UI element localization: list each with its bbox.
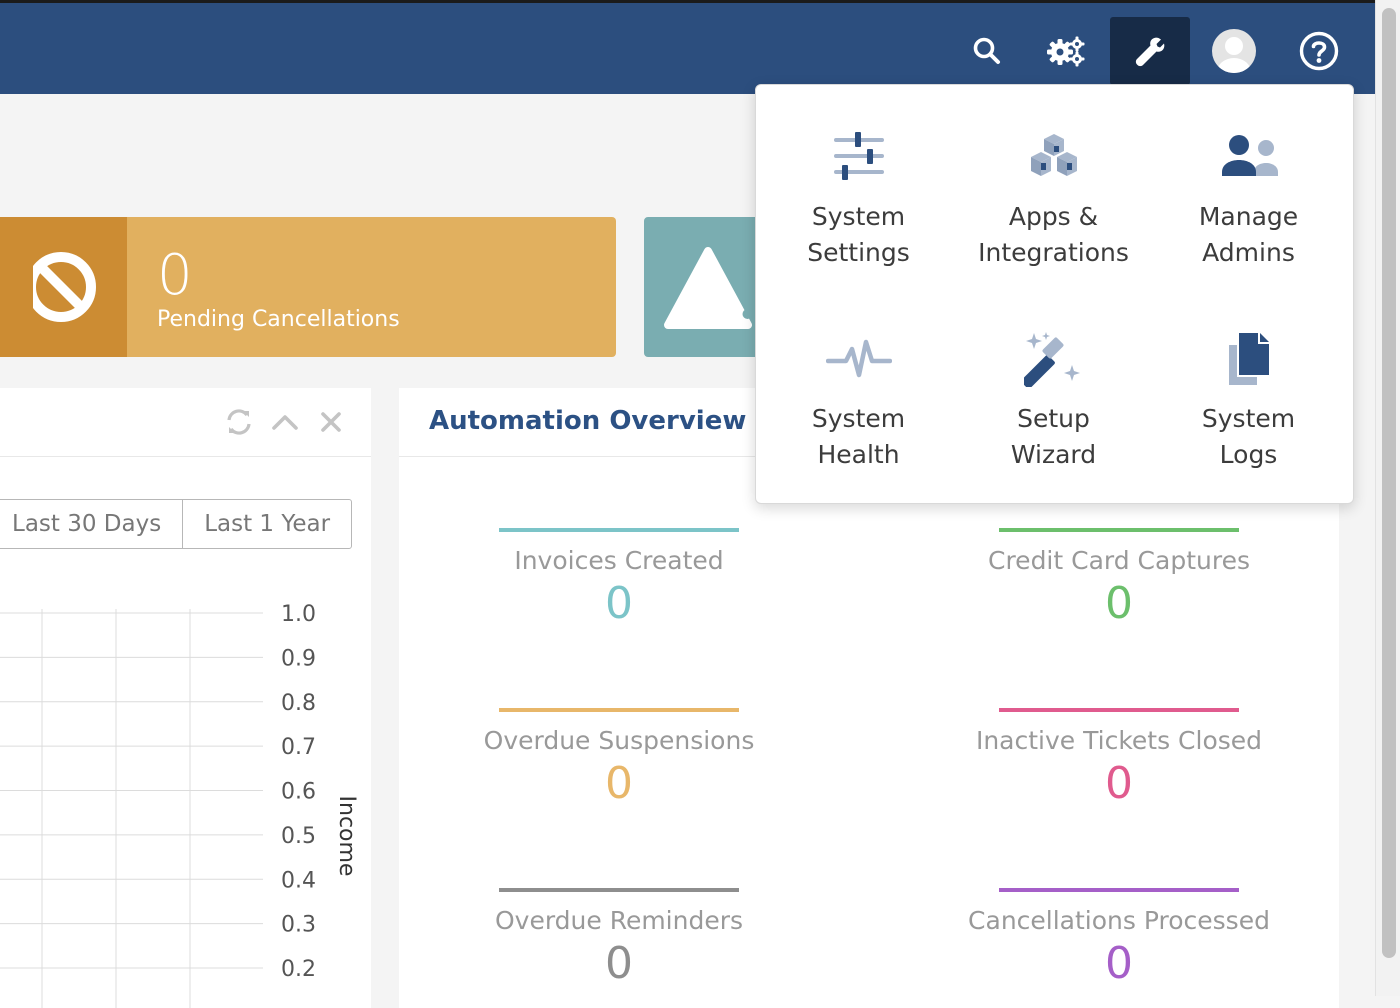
chart-y-tick-label: 0.7 bbox=[281, 735, 316, 760]
utilities-button[interactable] bbox=[1110, 17, 1190, 85]
magic-wand-icon bbox=[1023, 332, 1080, 387]
window-top-edge bbox=[0, 0, 1400, 3]
metric-label: Overdue Reminders bbox=[494, 906, 744, 935]
metric-color-bar bbox=[999, 708, 1239, 712]
collapse-icon bbox=[272, 415, 298, 430]
pending-cancellations-card[interactable]: 0 Pending Cancellations bbox=[0, 217, 616, 357]
settings-button[interactable] bbox=[1035, 17, 1097, 85]
metric-label: Inactive Tickets Closed bbox=[975, 726, 1263, 755]
system-settings-item[interactable]: System Settings bbox=[761, 85, 956, 275]
user-avatar-button[interactable] bbox=[1203, 17, 1265, 85]
page-scrollbar[interactable] bbox=[1375, 0, 1400, 996]
configuration-dropdown: System Settings Apps & Integrations bbox=[755, 84, 1354, 504]
chart-y-tick-label: 0.3 bbox=[281, 913, 316, 938]
chart-y-tick-label: 0.4 bbox=[281, 868, 316, 893]
pending-cancellations-count: 0 bbox=[157, 243, 193, 308]
metric-color-bar bbox=[999, 528, 1239, 532]
metric-value: 0 bbox=[605, 578, 633, 629]
automation-overview-title: Automation Overview bbox=[429, 406, 747, 436]
metric-cancellations-processed: Cancellations Processed 0 bbox=[939, 888, 1299, 989]
search-button[interactable] bbox=[956, 17, 1018, 85]
metric-label: Credit Card Captures bbox=[988, 546, 1250, 575]
chart-y-tick-label: 1.0 bbox=[281, 602, 316, 627]
metric-value: 0 bbox=[605, 938, 633, 989]
metric-value: 0 bbox=[1105, 578, 1133, 629]
metric-credit-card-captures: Credit Card Captures 0 bbox=[939, 528, 1299, 629]
system-logs-label: System Logs bbox=[1201, 404, 1296, 469]
metric-overdue-suspensions: Overdue Suspensions 0 bbox=[439, 708, 799, 809]
metric-color-bar bbox=[499, 528, 739, 532]
metric-label: Invoices Created bbox=[514, 546, 724, 575]
user-avatar-icon bbox=[1212, 29, 1256, 73]
chart-y-tick-label: 0.6 bbox=[281, 780, 316, 805]
refresh-icon bbox=[227, 409, 251, 435]
users-icon bbox=[1221, 135, 1278, 176]
range-last-30-days[interactable]: Last 30 Days bbox=[12, 511, 162, 537]
next-stat-card[interactable] bbox=[644, 217, 764, 357]
chart-y-tick-label: 0.5 bbox=[281, 824, 316, 849]
range-last-1-year[interactable]: Last 1 Year bbox=[182, 500, 351, 548]
panel-tools bbox=[223, 406, 347, 438]
sliders-icon bbox=[833, 132, 884, 180]
search-icon bbox=[973, 37, 1000, 64]
metric-color-bar bbox=[499, 888, 739, 892]
income-panel: Last 30 Days Last 1 Year 1.0 0.9 0.8 0.7 0.6… bbox=[0, 388, 371, 1008]
system-health-item[interactable]: System Health bbox=[761, 287, 956, 477]
metric-label: Cancellations Processed bbox=[968, 906, 1270, 935]
help-icon bbox=[1299, 31, 1339, 71]
income-chart: 1.0 0.9 0.8 0.7 0.6 0.5 0.4 0.3 0.2 Income bbox=[0, 602, 359, 1008]
setup-wizard-label: Setup Wizard bbox=[1010, 404, 1097, 469]
system-settings-label: System Settings bbox=[807, 202, 910, 267]
pending-cancellations-label: Pending Cancellations bbox=[157, 307, 400, 332]
setup-wizard-item[interactable]: Setup Wizard bbox=[956, 287, 1151, 477]
pending-cancellations-icon-box bbox=[0, 217, 127, 357]
collapse-button[interactable] bbox=[269, 406, 301, 438]
close-icon bbox=[321, 412, 341, 432]
gears-icon bbox=[1047, 36, 1085, 67]
system-logs-item[interactable]: System Logs bbox=[1151, 287, 1346, 477]
copy-icon bbox=[1228, 333, 1269, 385]
chart-y-axis-label: Income bbox=[334, 796, 359, 877]
metric-value: 0 bbox=[1105, 938, 1133, 989]
metric-value: 0 bbox=[605, 758, 633, 809]
cubes-icon bbox=[1030, 134, 1077, 176]
heartbeat-icon bbox=[825, 339, 892, 378]
top-navbar bbox=[0, 3, 1400, 94]
close-panel-button[interactable] bbox=[315, 406, 347, 438]
metric-overdue-reminders: Overdue Reminders 0 bbox=[439, 888, 799, 989]
metric-inactive-tickets-closed: Inactive Tickets Closed 0 bbox=[939, 708, 1299, 809]
ban-icon bbox=[33, 252, 96, 322]
metric-color-bar bbox=[999, 888, 1239, 892]
metric-invoices-created: Invoices Created 0 bbox=[439, 528, 799, 629]
chart-y-tick-label: 0.9 bbox=[281, 646, 316, 671]
system-health-label: System Health bbox=[811, 404, 906, 469]
metric-value: 0 bbox=[1105, 758, 1133, 809]
manage-admins-label: Manage Admins bbox=[1198, 202, 1299, 267]
apps-integrations-item[interactable]: Apps & Integrations bbox=[956, 85, 1151, 275]
chart-y-tick-label: 0.2 bbox=[281, 957, 316, 982]
manage-admins-item[interactable]: Manage Admins bbox=[1151, 85, 1346, 275]
chart-y-tick-label: 0.8 bbox=[281, 691, 316, 716]
metric-color-bar bbox=[499, 708, 739, 712]
apps-integrations-label: Apps & Integrations bbox=[978, 202, 1129, 267]
refresh-button[interactable] bbox=[223, 406, 255, 438]
metric-label: Overdue Suspensions bbox=[483, 726, 755, 755]
scrollbar-thumb[interactable] bbox=[1382, 8, 1396, 958]
date-range-group: Last 30 Days Last 1 Year bbox=[0, 499, 353, 549]
wrench-icon bbox=[1135, 37, 1165, 67]
panel-header-divider bbox=[0, 456, 371, 457]
help-button[interactable] bbox=[1288, 17, 1350, 85]
warning-icon bbox=[664, 247, 753, 329]
